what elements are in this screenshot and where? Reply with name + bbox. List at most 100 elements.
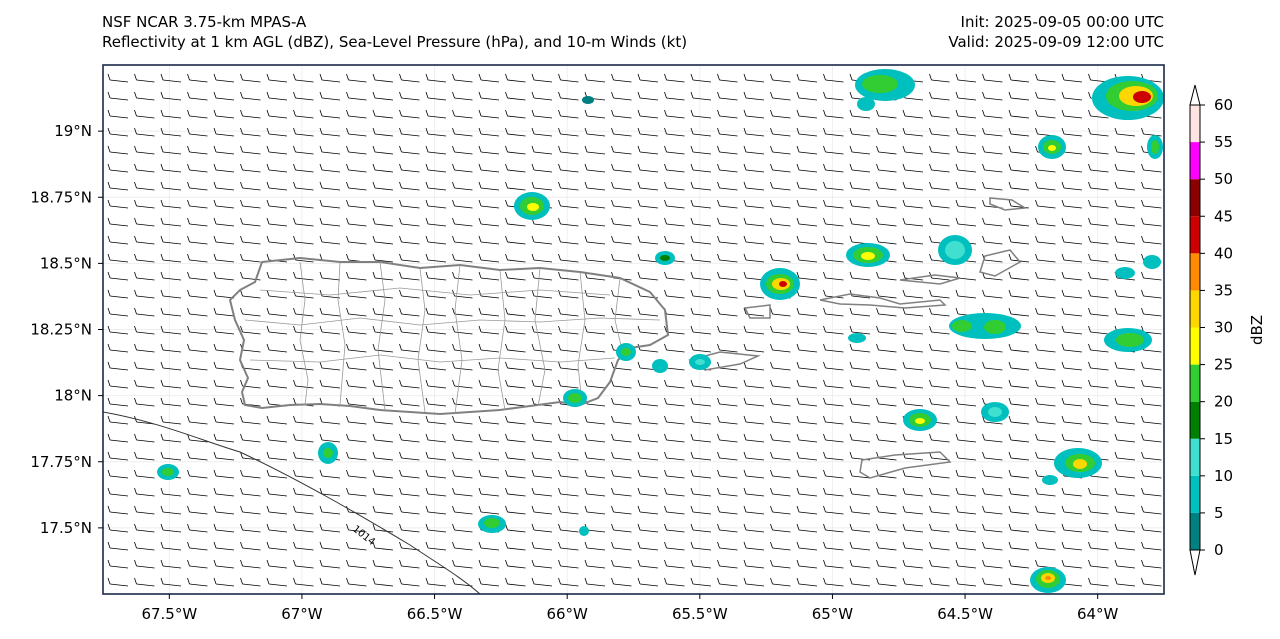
wind-barb xyxy=(1008,289,1030,299)
wind-barb xyxy=(134,289,155,299)
wind-barb xyxy=(664,505,685,515)
wind-barb xyxy=(505,541,526,551)
wind-barb xyxy=(134,217,155,227)
wind-barb xyxy=(1088,433,1109,443)
lat-tick-label: 18.75°N xyxy=(30,188,92,206)
wind-barb xyxy=(584,235,606,245)
wind-barb xyxy=(584,325,606,335)
wind-barb xyxy=(425,199,447,209)
wind-barb xyxy=(346,235,367,245)
wind-barb xyxy=(213,235,235,245)
wind-barb xyxy=(107,397,129,407)
wind-barb xyxy=(558,235,579,245)
wind-barb xyxy=(637,145,659,155)
wind-barb xyxy=(823,217,844,227)
wind-barb xyxy=(849,307,871,317)
wind-barb xyxy=(1061,253,1083,263)
wind-barb xyxy=(293,271,314,281)
wind-barb xyxy=(372,235,394,245)
wind-barb xyxy=(717,577,738,587)
wind-barb xyxy=(584,181,606,191)
wind-barb xyxy=(1114,127,1136,137)
wind-barb xyxy=(637,415,659,425)
wind-barb xyxy=(372,577,394,587)
wind-barb xyxy=(1141,451,1162,461)
wind-barb xyxy=(505,469,526,479)
wind-barb xyxy=(134,397,155,407)
wind-barb xyxy=(425,343,447,353)
wind-barb xyxy=(240,577,261,587)
wind-barb xyxy=(1114,235,1136,245)
lat-tick-label: 18.25°N xyxy=(30,321,92,339)
wind-barb xyxy=(213,343,235,353)
wind-barb xyxy=(823,271,844,281)
wind-barb xyxy=(637,253,659,263)
wind-barb xyxy=(452,487,473,497)
wind-barb xyxy=(982,217,1003,227)
wind-barb xyxy=(823,343,844,353)
wind-barb xyxy=(531,433,553,443)
wind-barb xyxy=(1114,487,1136,497)
wind-barb xyxy=(584,343,606,353)
wind-barb xyxy=(107,541,129,551)
wind-barb xyxy=(266,451,288,461)
wind-barb xyxy=(319,91,341,101)
wind-barb xyxy=(1061,505,1083,515)
wind-barb xyxy=(823,145,844,155)
wind-barb xyxy=(823,577,844,587)
wind-barb xyxy=(134,307,155,317)
st-thomas-island xyxy=(819,293,947,309)
wind-barb xyxy=(399,361,420,371)
wind-barb xyxy=(452,505,473,515)
wind-barb xyxy=(982,127,1003,137)
wind-barb xyxy=(240,523,261,533)
wind-barb xyxy=(637,307,659,317)
wind-barb xyxy=(1008,163,1030,173)
wind-barb xyxy=(902,163,924,173)
wind-barb xyxy=(584,487,606,497)
wind-barb xyxy=(107,217,129,227)
wind-barb xyxy=(1088,397,1109,407)
wind-barb xyxy=(1035,541,1056,551)
wind-barb xyxy=(1008,487,1030,497)
wind-barb xyxy=(346,433,367,443)
wind-barb xyxy=(213,217,235,227)
wind-barb xyxy=(558,451,579,461)
wind-barb xyxy=(876,325,897,335)
wind-barb xyxy=(690,253,712,263)
wind-barb xyxy=(187,397,208,407)
wind-barb xyxy=(955,163,977,173)
wind-barb xyxy=(346,91,367,101)
wind-barb xyxy=(743,541,765,551)
wind-barb xyxy=(929,487,950,497)
wind-barb xyxy=(478,487,500,497)
wind-barb xyxy=(452,415,473,425)
wind-barb xyxy=(240,127,261,137)
wind-barb xyxy=(319,163,341,173)
wind-barb xyxy=(849,145,871,155)
wind-barb xyxy=(1035,271,1056,281)
wind-barb xyxy=(346,163,367,173)
wind-barb xyxy=(823,487,844,497)
wind-barb xyxy=(1008,523,1030,533)
wind-barb xyxy=(293,109,314,119)
wind-barb xyxy=(1088,343,1109,353)
wind-barb xyxy=(611,181,632,191)
wind-barb xyxy=(452,307,473,317)
wind-barb xyxy=(505,217,526,227)
wind-barb xyxy=(478,271,500,281)
wind-barb xyxy=(584,379,606,389)
wind-barb xyxy=(982,559,1003,569)
reflectivity-cell xyxy=(1042,448,1102,485)
colorbar-tick-label: 50 xyxy=(1214,170,1233,188)
wind-barb xyxy=(319,541,341,551)
wind-barb xyxy=(107,415,129,425)
wind-barb xyxy=(876,217,897,227)
wind-barb xyxy=(531,235,553,245)
wind-barb xyxy=(1061,415,1083,425)
wind-barb xyxy=(664,235,685,245)
wind-barb xyxy=(187,73,208,83)
wind-barb xyxy=(134,487,155,497)
wind-barb xyxy=(717,163,738,173)
wind-barb xyxy=(372,487,394,497)
